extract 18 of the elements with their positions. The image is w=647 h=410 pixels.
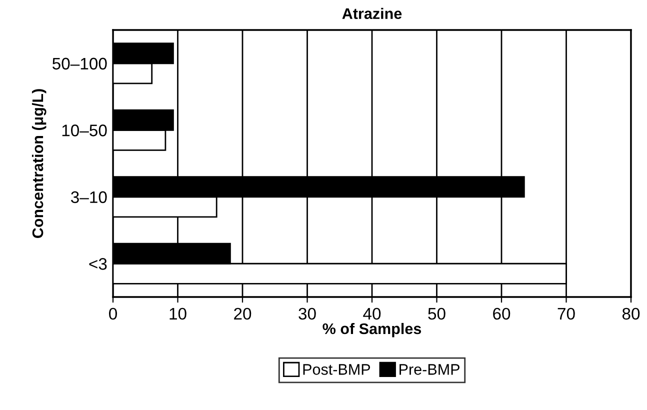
y-tick-label: <3 [89, 258, 107, 270]
y-tick-label: 50–100 [52, 58, 107, 70]
x-tick-label: 0 [109, 308, 117, 320]
legend-label: Post-BMP [303, 364, 370, 375]
x-tick-label: 40 [363, 308, 381, 320]
x-axis-title: % of Samples [322, 322, 422, 338]
y-axis-title: Concentration (μg/L) [32, 89, 46, 238]
y-tick-label: 3–10 [71, 191, 107, 204]
y-tick-label: 10–50 [62, 124, 107, 136]
x-tick-label: 10 [170, 308, 186, 320]
x-tick-label: 60 [493, 308, 510, 320]
x-tick-label: 50 [428, 308, 446, 320]
x-tick-label: 30 [298, 308, 316, 320]
legend-label: Pre-BMP [400, 364, 460, 375]
x-tick-label: 80 [622, 308, 640, 320]
x-tick-label: 70 [558, 308, 575, 320]
x-tick-label: 20 [234, 308, 252, 320]
chart-title: Atrazine [342, 8, 402, 20]
